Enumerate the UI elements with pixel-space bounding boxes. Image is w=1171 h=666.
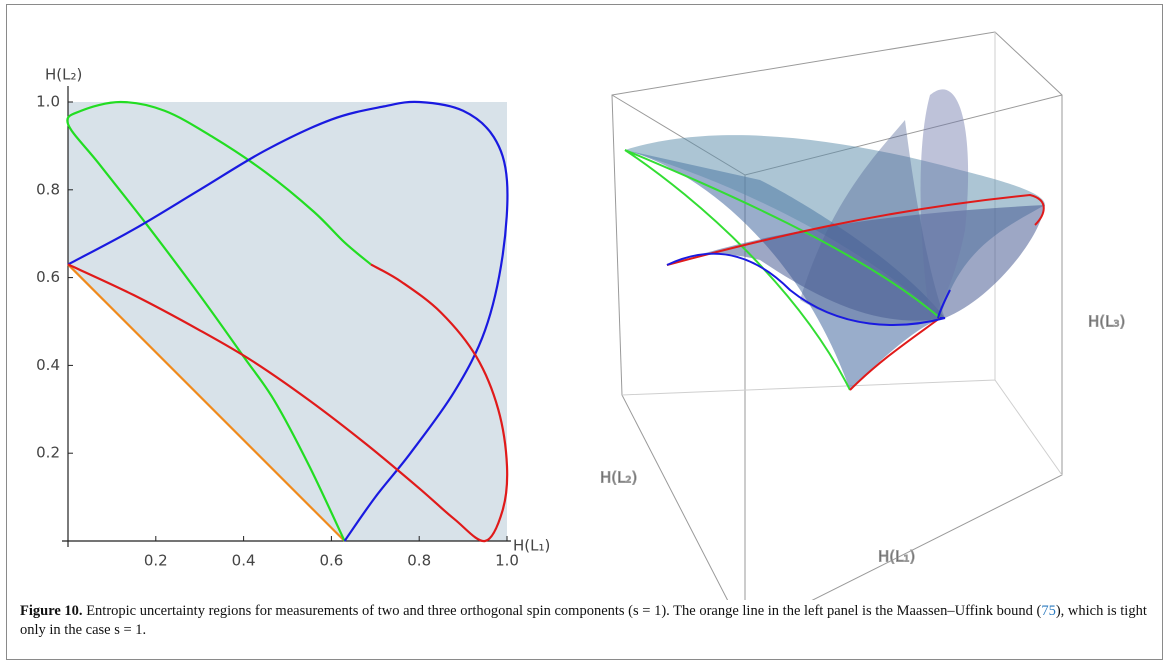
curve [67,100,509,542]
panel-3d: H(L₃) H(L₂) H(L₁) [600,31,1126,600]
x-tick-label: 0.4 [232,552,256,570]
surface [920,89,969,319]
x-tick-label: 1.0 [495,552,519,570]
shaded-region [68,102,507,541]
curve [67,263,509,543]
y-tick-label: 0.2 [36,444,60,462]
surface [800,120,945,326]
y-axis-label: H(L₂) [600,469,637,487]
curve [66,100,372,542]
x-tick-label: 0.6 [319,552,343,570]
x-tick-label: 0.8 [407,552,431,570]
caption-label: Figure 10. [20,603,83,619]
y-axis-label: H(L₂) [45,66,82,84]
reference-link[interactable]: 75 [1041,603,1056,619]
x-axis-label: H(L₁) [513,537,550,555]
y-tick-label: 0.8 [36,180,60,198]
caption-text: ), which is tight only in the case s = 1… [20,603,1147,638]
x-axis-label: H(L₁) [878,548,915,566]
surface [667,205,1045,321]
caption: Figure 10. Entropic uncertainty regions … [20,602,1150,640]
y-tick-label: 0.6 [36,268,60,286]
curve-3d [624,149,851,391]
z-axis-label: H(L₃) [1088,313,1125,331]
y-tick-label: 1.0 [36,93,60,111]
x-tick-label: 0.2 [144,552,168,570]
curve-3d [666,252,951,326]
y-tick-label: 0.4 [36,356,60,374]
figure: H(L₃) H(L₂) H(L₁) 0.2 0.4 0.6 0.8 1.0 0.2 0.4 0… [36,31,1126,600]
cube-hidden-edges [621,32,1063,476]
figure-frame [6,4,1163,660]
curve [67,263,346,542]
curve-3d [624,149,941,319]
curve-3d [666,193,1045,391]
caption-text: Entropic uncertainty regions for measure… [86,603,1042,619]
surface [625,150,945,390]
